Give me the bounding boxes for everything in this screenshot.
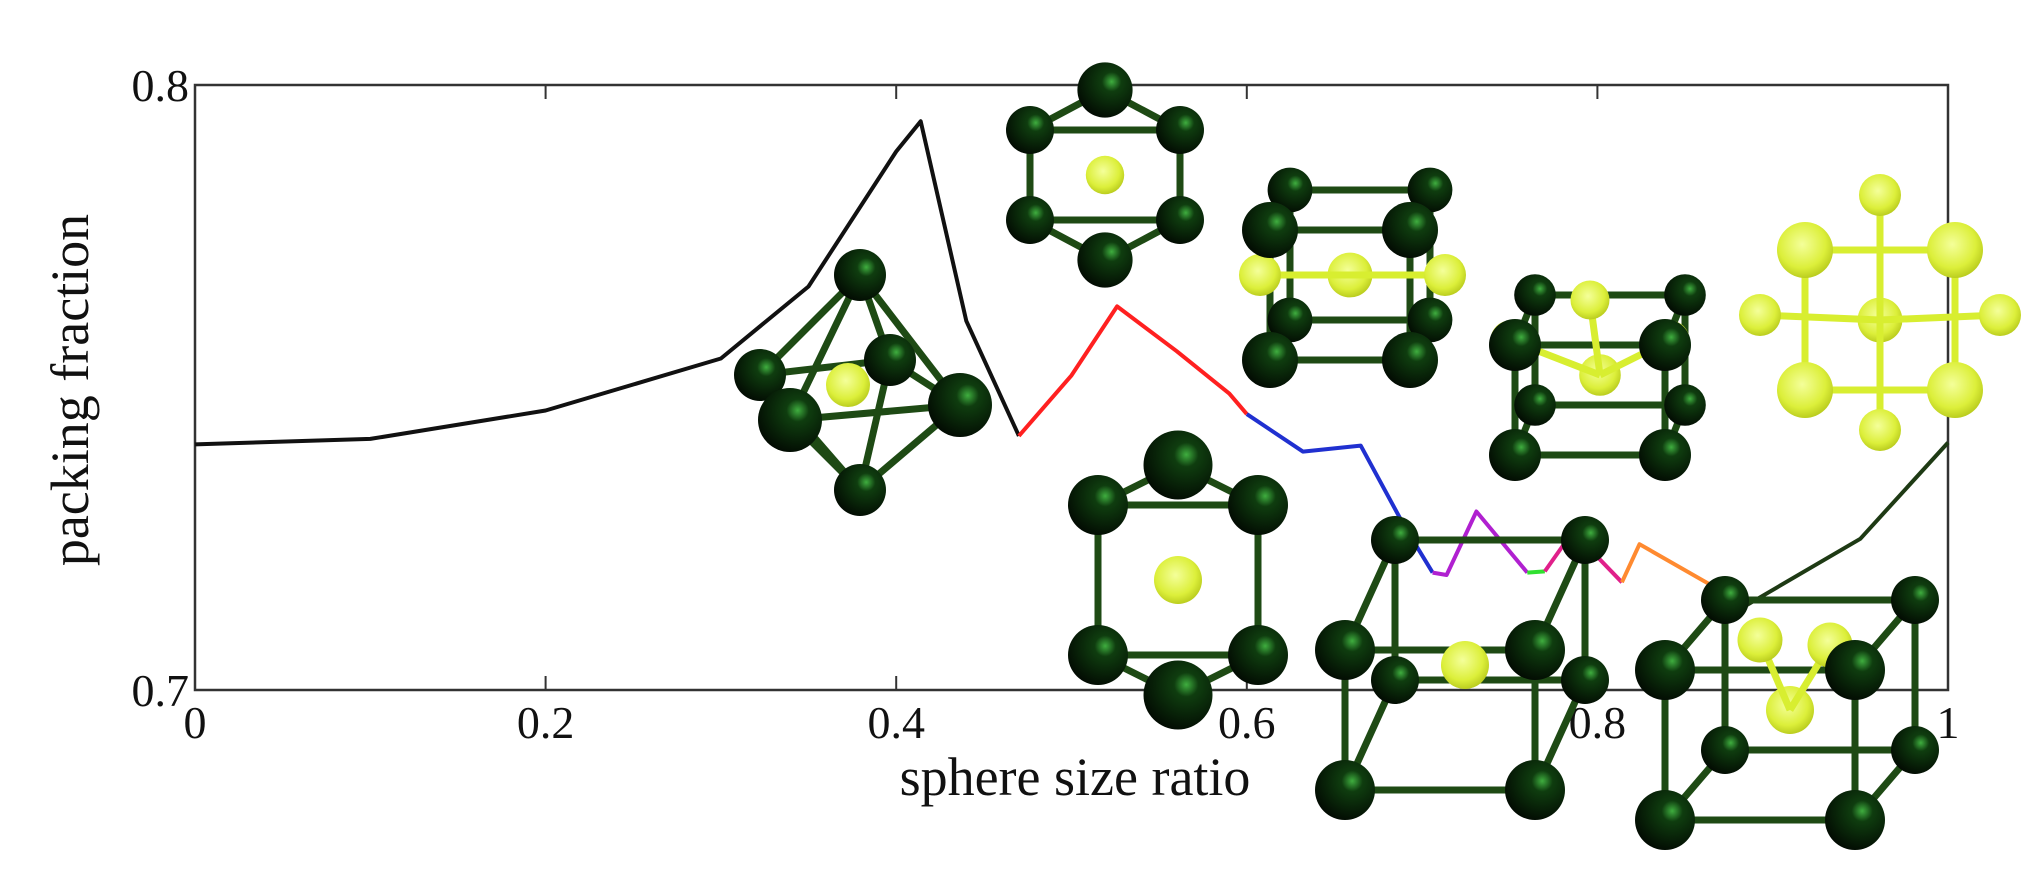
x-tick-label: 0.6: [1218, 697, 1276, 748]
yellow-sphere: [1859, 409, 1901, 451]
dark-sphere: [1639, 319, 1691, 371]
dark-sphere: [1382, 202, 1438, 258]
y-axis-label: packing fraction: [40, 214, 100, 566]
y-tick-label: 0.7: [132, 665, 190, 716]
dark-sphere: [1635, 790, 1695, 850]
dark-sphere: [1068, 625, 1128, 685]
dark-sphere: [1664, 274, 1706, 316]
dark-sphere: [1077, 232, 1132, 287]
dark-sphere: [1228, 625, 1288, 685]
dark-sphere: [1664, 384, 1706, 426]
series-line: [1019, 306, 1247, 436]
dark-sphere: [1505, 760, 1565, 820]
yellow-sphere: [1979, 294, 2021, 336]
dark-sphere: [1825, 640, 1885, 700]
dark-sphere: [1382, 332, 1438, 388]
dark-sphere: [1701, 576, 1749, 624]
x-axis-label: sphere size ratio: [900, 747, 1251, 807]
dark-sphere: [1156, 196, 1204, 244]
dark-sphere: [758, 388, 822, 452]
yellow-sphere: [1239, 254, 1281, 296]
yellow-sphere: [1859, 174, 1901, 216]
dark-sphere: [1489, 319, 1541, 371]
dark-sphere: [1561, 656, 1609, 704]
yellow-sphere: [1738, 618, 1783, 663]
dark-sphere: [1006, 106, 1054, 154]
yellow-sphere: [1739, 294, 1781, 336]
dark-sphere: [1514, 384, 1556, 426]
dark-sphere: [1639, 429, 1691, 481]
dark-sphere: [1144, 431, 1213, 500]
dark-sphere: [1371, 656, 1419, 704]
y-tick-label: 0.8: [132, 60, 190, 111]
dark-sphere: [1505, 620, 1565, 680]
dark-sphere: [1077, 62, 1132, 117]
yellow-sphere: [1571, 281, 1610, 320]
dark-sphere: [1242, 332, 1298, 388]
structures: [734, 62, 2021, 850]
dark-sphere: [928, 373, 992, 437]
x-tick-label: 1: [1937, 697, 1960, 748]
series-line: [195, 121, 1019, 444]
dark-sphere: [1156, 106, 1204, 154]
dark-sphere: [1489, 429, 1541, 481]
dark-sphere: [1068, 475, 1128, 535]
dark-sphere: [1701, 726, 1749, 774]
yellow-sphere: [1927, 222, 1983, 278]
dark-sphere: [1561, 516, 1609, 564]
dark-sphere: [1825, 790, 1885, 850]
chart: packing fraction 00.20.40.60.810.70.8 sp…: [0, 0, 2043, 880]
yellow-sphere: [1441, 641, 1489, 689]
yellow-sphere: [1154, 556, 1202, 604]
series-line: [1527, 571, 1545, 572]
dark-sphere: [834, 249, 886, 301]
dark-sphere: [1891, 726, 1939, 774]
yellow-sphere: [1777, 362, 1833, 418]
yellow-sphere: [1086, 156, 1124, 194]
x-tick-label: 0.2: [517, 697, 575, 748]
dark-sphere: [1371, 516, 1419, 564]
dark-sphere: [1315, 760, 1375, 820]
yellow-sphere: [1927, 362, 1983, 418]
x-tick-label: 0.4: [867, 697, 925, 748]
yellow-sphere: [1777, 222, 1833, 278]
dark-sphere: [1228, 475, 1288, 535]
dark-sphere: [834, 464, 886, 516]
dark-sphere: [1315, 620, 1375, 680]
dark-sphere: [1006, 196, 1054, 244]
dark-sphere: [864, 334, 916, 386]
dark-sphere: [1144, 661, 1213, 730]
yellow-sphere: [826, 363, 870, 407]
dark-sphere: [1242, 202, 1298, 258]
dark-sphere: [1891, 576, 1939, 624]
dark-sphere: [1514, 274, 1556, 316]
yellow-sphere: [1424, 254, 1466, 296]
dark-sphere: [1635, 640, 1695, 700]
